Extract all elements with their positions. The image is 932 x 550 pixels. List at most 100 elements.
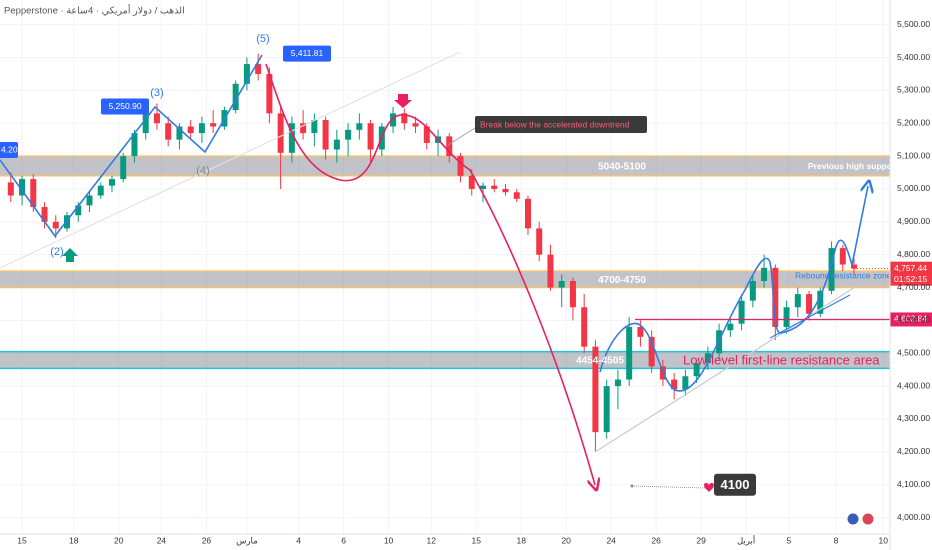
x-tick-label: أبريل [737, 534, 755, 545]
target-line [631, 485, 707, 489]
candle-body [30, 179, 37, 208]
y-tick-label: 4,300.00 [897, 413, 930, 423]
candle-body [491, 185, 498, 189]
axes: 4,000.00 4,100.00 4,200.00 4,300.00 4,400.00… [17, 19, 930, 545]
zone-label: 4454-4505 [576, 356, 624, 367]
candle-body [345, 129, 352, 140]
candle-body [547, 254, 554, 288]
zone [0, 156, 890, 176]
candle-body [401, 113, 408, 124]
x-tick-label: 5 [786, 535, 791, 545]
y-tick-label: 4,900.00 [897, 216, 930, 226]
note-text: Break below the accelerated downtrend [480, 119, 630, 129]
y-tick-label: 4,500.00 [897, 348, 930, 358]
candle-body [86, 195, 93, 206]
candle-body [356, 123, 363, 130]
y-tick-label: 4,800.00 [897, 249, 930, 259]
up-arrow [62, 248, 78, 262]
candle-body [390, 113, 397, 127]
candle-body [761, 267, 768, 281]
candle-body [468, 175, 475, 189]
labels: 5040-5100 Previous high support 4700-4750 R… [0, 33, 932, 496]
candle-body [671, 379, 678, 390]
x-tick-label: 29 [696, 535, 706, 545]
candle-body [446, 136, 453, 157]
drawings [0, 51, 868, 492]
y-tick-label: 5,200.00 [897, 117, 930, 127]
x-tick-label: 6 [341, 535, 346, 545]
y-tick-label: 5,500.00 [897, 19, 930, 29]
candle-body [693, 363, 700, 377]
x-tick-label: 26 [202, 535, 212, 545]
zones [0, 155, 890, 370]
candle-body [266, 73, 273, 114]
y-tick-label: 4,400.00 [897, 380, 930, 390]
last-price-label: 4,757.44 [894, 263, 927, 273]
candle-body [131, 133, 138, 157]
candle-body [626, 326, 633, 380]
wave-label: (5) [256, 33, 269, 45]
candle-body [839, 248, 846, 265]
candle-body [851, 264, 858, 269]
candle-body [480, 185, 487, 189]
heart-icon [704, 482, 714, 492]
candle-body [187, 126, 194, 134]
x-tick-label: 24 [157, 535, 167, 545]
candle-body [210, 123, 217, 127]
zone-note: Previous high support [808, 161, 898, 171]
projection-curve [265, 63, 595, 485]
x-tick-label: 20 [561, 535, 571, 545]
x-tick-label: 10 [879, 535, 889, 545]
x-tick-label: 4 [296, 535, 301, 545]
zone-label: 4700-4750 [598, 275, 646, 286]
zone-label: 5040-5100 [598, 162, 646, 173]
candle-body [772, 267, 779, 327]
x-tick-label: 8 [834, 535, 839, 545]
countdown: 01:52:15 [894, 274, 927, 284]
zone-note: Rebound resistance zone [795, 271, 892, 281]
candle-body [41, 207, 48, 222]
candle-body [243, 64, 250, 84]
y-tick-label: 4,000.00 [897, 512, 930, 522]
candle-body [637, 326, 644, 337]
support-line [594, 286, 856, 453]
candle-body [569, 280, 576, 308]
candle-body [97, 185, 104, 196]
candle-body [142, 113, 149, 134]
candle-body [7, 182, 14, 196]
y-tick-label: 4,200.00 [897, 446, 930, 456]
down-arrow [394, 94, 412, 108]
flag-icon [846, 512, 860, 526]
level-label: 4,602.84 [894, 314, 927, 324]
price-tag-box [283, 45, 331, 62]
trend-line-edge [0, 51, 461, 269]
candle-body [581, 307, 588, 347]
price-tag-box [101, 98, 149, 115]
x-tick-label: 10 [384, 535, 394, 545]
candle-body [300, 123, 307, 134]
x-tick-label: 18 [69, 535, 79, 545]
candle-body [255, 64, 262, 74]
y-tick-label: 5,100.00 [897, 150, 930, 160]
candle-body [536, 228, 543, 255]
flag-icon [861, 512, 875, 526]
candle-body [198, 123, 205, 134]
note-box [475, 116, 647, 133]
candle-body [558, 280, 565, 288]
candle-body [727, 323, 734, 331]
candle-body [828, 248, 835, 291]
x-tick-label: 18 [516, 535, 526, 545]
candle-body [108, 179, 115, 186]
header: Pepperstone · الذهب / دولار أمريكي · 4سا… [4, 4, 185, 17]
candle-body [333, 139, 340, 150]
zone [0, 351, 890, 369]
candles [7, 53, 858, 452]
candle-body [806, 294, 813, 314]
y-tick-label: 5,300.00 [897, 85, 930, 95]
candle-body [592, 346, 599, 433]
cut-tag-label: 4.20 [1, 144, 18, 154]
candle-body [165, 123, 172, 140]
wave-label: (2) [50, 246, 63, 258]
